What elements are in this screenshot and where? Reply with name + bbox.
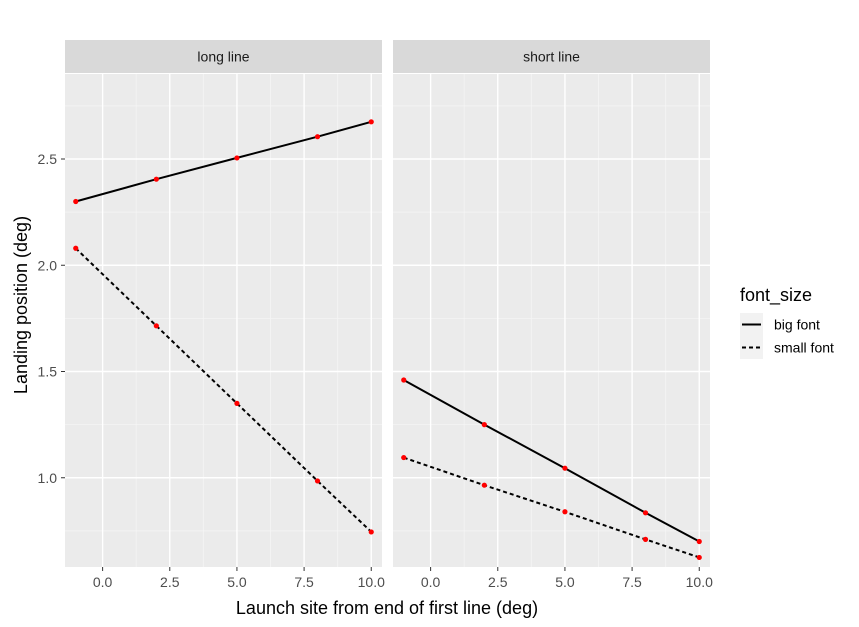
x-tick-label: 7.5 — [622, 574, 642, 590]
data-point — [481, 422, 487, 428]
x-tick-label: 0.0 — [421, 574, 441, 590]
data-point — [642, 536, 649, 542]
x-axis-title: Launch site from end of first line (deg) — [236, 598, 538, 618]
data-point — [696, 538, 702, 545]
x-tick-label: 0.0 — [93, 574, 113, 590]
x-tick-label: 5.0 — [227, 574, 247, 590]
legend-label: small font — [774, 340, 834, 356]
x-tick-label: 2.5 — [160, 574, 180, 590]
data-point — [642, 510, 649, 516]
facet-strip-label: short line — [523, 49, 580, 65]
data-point — [368, 119, 374, 125]
data-point — [562, 509, 568, 515]
x-tick-label: 10.0 — [686, 574, 713, 590]
legend-entry: small font — [740, 336, 834, 359]
facet-strip — [393, 40, 710, 73]
legend-entry: big font — [740, 313, 820, 336]
data-point — [234, 400, 240, 406]
y-axis: 1.0 1.5 2.0 2.5 — [38, 151, 65, 486]
legend-label: big font — [774, 317, 820, 333]
data-point — [73, 198, 79, 205]
panel-background — [393, 74, 710, 567]
x-axes: 0.0 2.5 5.0 7.5 10.0 0.0 2.5 5.0 7.5 10.0 — [93, 567, 713, 590]
y-axis-title: Landing position (deg) — [11, 216, 31, 394]
y-tick-label: 2.0 — [38, 257, 58, 273]
data-point — [314, 134, 321, 140]
facet-strip — [65, 40, 382, 73]
x-tick-label: 5.0 — [555, 574, 575, 590]
y-tick-label: 2.5 — [38, 151, 58, 167]
data-point — [481, 482, 487, 488]
facet-panels: long line short line — [65, 40, 710, 567]
data-point — [401, 454, 407, 461]
data-point — [696, 554, 702, 561]
legend-title: font_size — [740, 285, 812, 306]
y-tick-label: 1.5 — [38, 364, 58, 380]
data-point — [368, 529, 374, 535]
data-point — [234, 155, 240, 161]
y-tick-label: 1.0 — [38, 470, 58, 486]
x-tick-label: 2.5 — [488, 574, 508, 590]
facet-strip-label: long line — [197, 49, 249, 65]
data-point — [73, 245, 79, 251]
facet-panel: long line — [65, 40, 382, 567]
panel-background — [65, 74, 382, 567]
x-tick-label: 7.5 — [294, 574, 314, 590]
data-point — [401, 377, 407, 383]
data-point — [314, 478, 321, 484]
data-point — [153, 176, 159, 182]
data-point — [562, 465, 568, 471]
series-line-small-font — [75, 247, 372, 533]
data-point — [153, 323, 159, 329]
facet-panel: short line — [393, 40, 710, 567]
x-tick-label: 10.0 — [358, 574, 385, 590]
